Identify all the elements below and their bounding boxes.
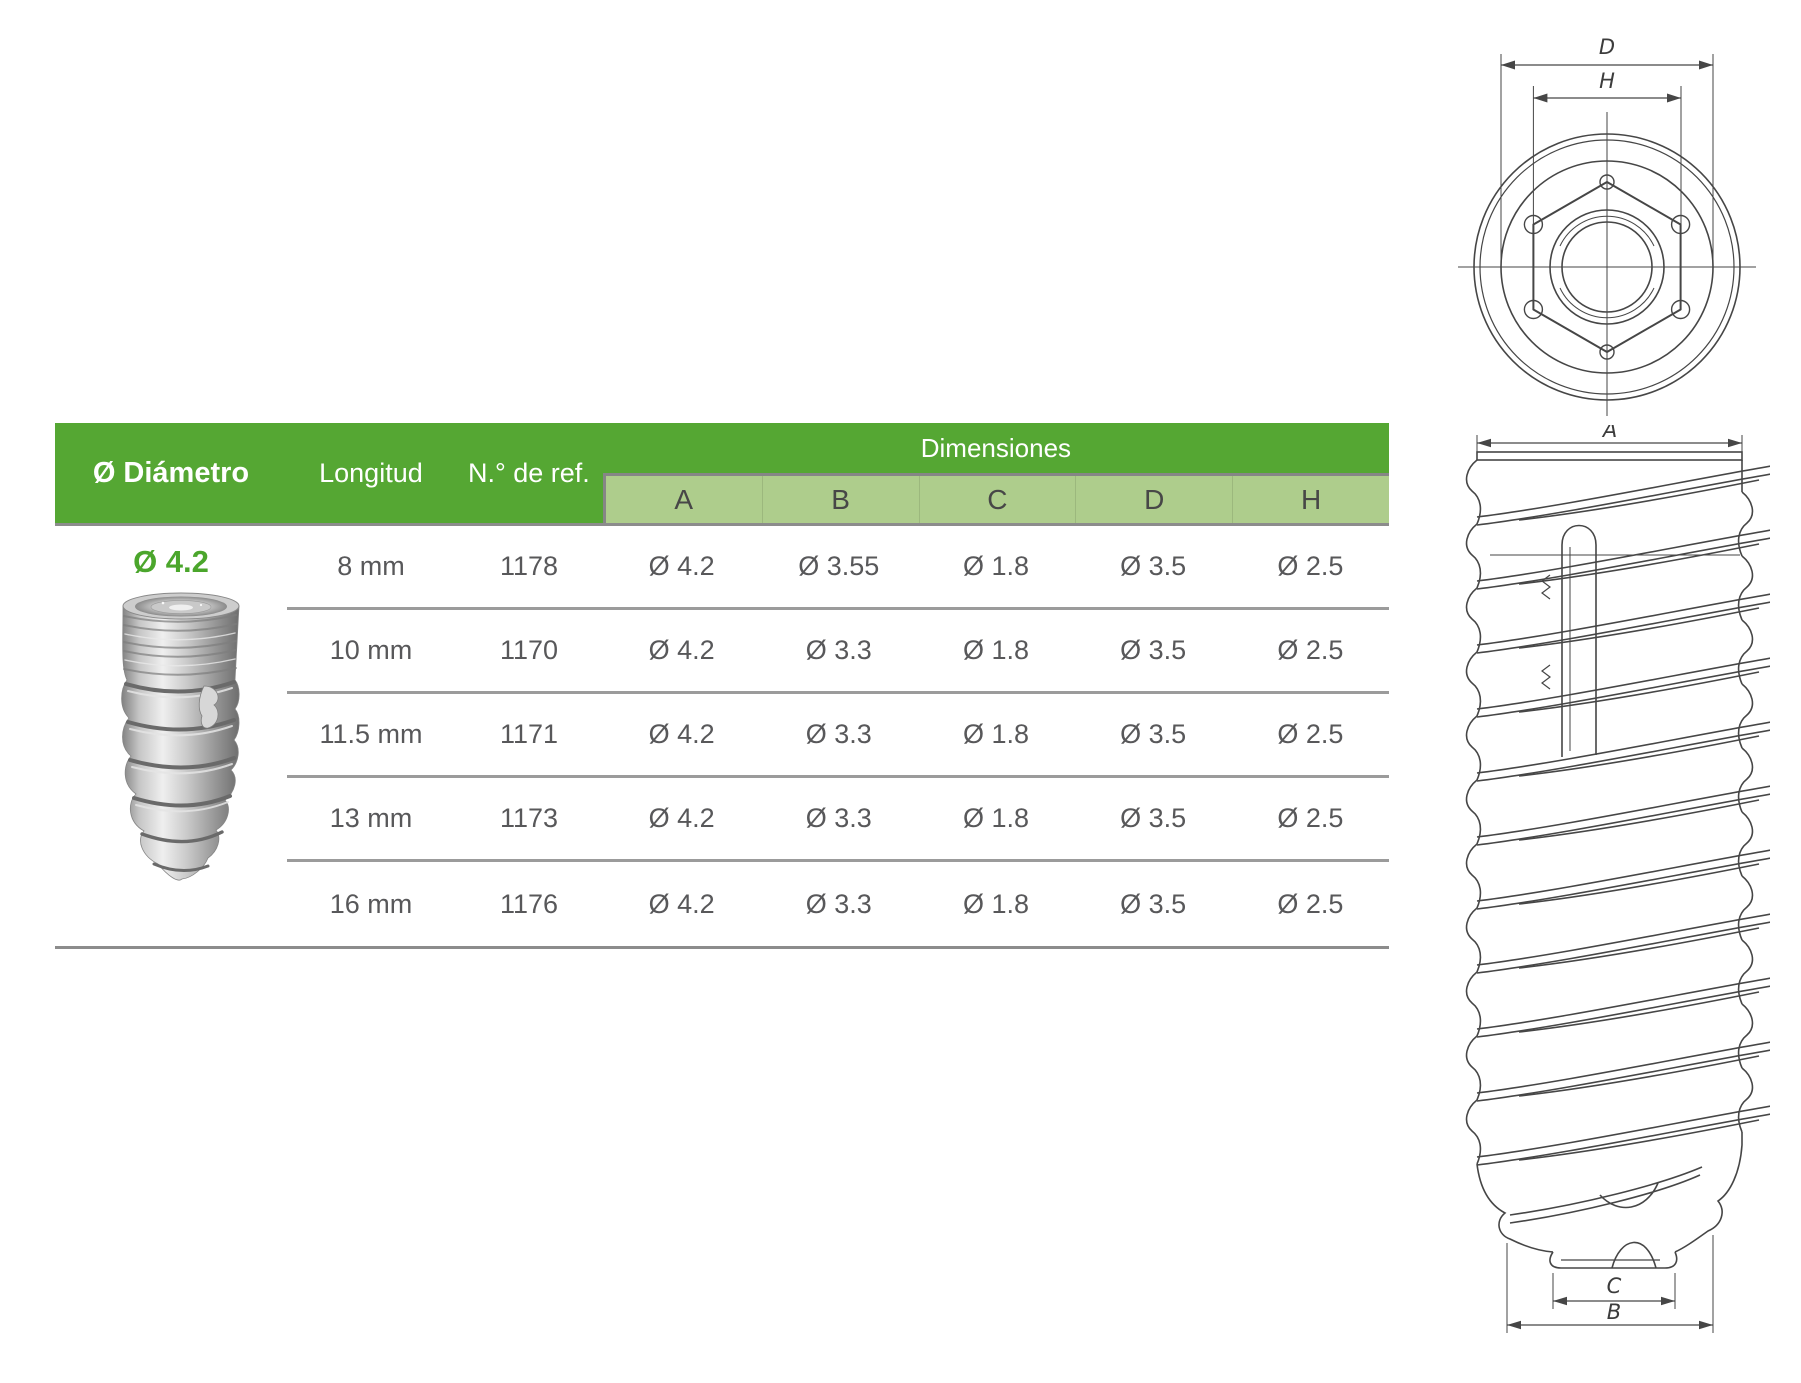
cell-dim-d: Ø 3.5 [1120, 888, 1187, 919]
header-length: Longitud [319, 457, 423, 488]
implant-top-view-drawing: D H [1458, 35, 1756, 416]
cell-dim-d: Ø 3.5 [1120, 719, 1187, 749]
table-row: 13 mm 1173 Ø 4.2 Ø 3.3 Ø 1.8 Ø 3.5 Ø 2.5 [286, 778, 1389, 862]
implant-photo [121, 592, 240, 881]
cell-length: 11.5 mm [319, 719, 423, 749]
header-dimensions-title: Dimensiones [920, 432, 1072, 463]
header-dim-d: D [1075, 476, 1232, 523]
cell-dim-c: Ø 1.8 [962, 719, 1029, 749]
implant-side-view-drawing: A C B [1465, 425, 1770, 1333]
cell-dim-h: Ø 2.5 [1277, 635, 1344, 665]
cell-dim-a: Ø 4.2 [648, 635, 715, 665]
cell-dim-b: Ø 3.3 [805, 803, 872, 833]
cell-dim-a: Ø 4.2 [648, 888, 715, 919]
cell-dim-d: Ø 3.5 [1120, 551, 1187, 581]
cell-dim-b: Ø 3.3 [805, 635, 872, 665]
cell-dim-d: Ø 3.5 [1120, 635, 1187, 665]
cell-length: 13 mm [329, 803, 413, 833]
table-row: 16 mm 1176 Ø 4.2 Ø 3.3 Ø 1.8 Ø 3.5 Ø 2.5 [287, 862, 1389, 946]
dim-c-label: C [1607, 1274, 1622, 1298]
table-rows: 8 mm 1178 Ø 4.2 Ø 3.55 Ø 1.8 Ø 3.5 Ø 2.5… [286, 526, 1389, 946]
cell-dim-d: Ø 3.5 [1120, 803, 1187, 833]
cell-dim-a: Ø 4.2 [648, 803, 715, 833]
spec-table: Ø Diámetro Longitud N.° de ref. Dimensio… [55, 423, 1389, 949]
cell-dim-h: Ø 2.5 [1277, 803, 1344, 833]
cell-dim-b: Ø 3.3 [805, 888, 872, 919]
dim-d-label: D [1599, 35, 1615, 59]
cell-dim-a: Ø 4.2 [648, 719, 715, 749]
cell-dim-c: Ø 1.8 [962, 551, 1029, 581]
cell-dim-b: Ø 3.3 [805, 719, 872, 749]
header-dim-a: A [674, 483, 694, 515]
cell-dim-a: Ø 4.2 [648, 551, 715, 581]
header-dim-b: B [761, 476, 919, 523]
table-body: Ø 4.2 [55, 526, 1389, 946]
product-diameter-label: Ø 4.2 [133, 544, 209, 579]
cell-ref: 1171 [499, 719, 559, 749]
cell-ref: 1170 [499, 635, 559, 665]
cell-dim-h: Ø 2.5 [1277, 719, 1344, 749]
cell-dim-h: Ø 2.5 [1277, 551, 1344, 581]
cell-ref: 1173 [499, 803, 559, 833]
header-dim-c: C [918, 476, 1076, 523]
cell-dim-c: Ø 1.8 [962, 635, 1029, 665]
header-diameter: Ø Diámetro [92, 456, 250, 489]
table-row: 8 mm 1178 Ø 4.2 Ø 3.55 Ø 1.8 Ø 3.5 Ø 2.5 [286, 526, 1389, 610]
table-bottom-rule [55, 946, 1389, 949]
header-dimension-columns: A B C D H [602, 473, 1389, 523]
cell-ref: 1176 [499, 888, 559, 919]
cell-dim-c: Ø 1.8 [962, 803, 1029, 833]
dim-a-label: A [1601, 425, 1617, 442]
cell-length: 10 mm [329, 635, 413, 665]
dim-h-label: H [1599, 69, 1615, 93]
table-row: 11.5 mm 1171 Ø 4.2 Ø 3.3 Ø 1.8 Ø 3.5 Ø 2… [286, 694, 1389, 778]
cell-dim-h: Ø 2.5 [1277, 888, 1344, 919]
cell-dim-b: Ø 3.55 [798, 551, 880, 581]
table-row: 10 mm 1170 Ø 4.2 Ø 3.3 Ø 1.8 Ø 3.5 Ø 2.5 [286, 610, 1389, 694]
cell-dim-c: Ø 1.8 [962, 888, 1029, 919]
dim-b-label: B [1607, 1300, 1621, 1324]
cell-length: 8 mm [337, 551, 405, 581]
table-header: Ø Diámetro Longitud N.° de ref. Dimensio… [55, 423, 1389, 526]
header-dim-h: H [1232, 476, 1389, 523]
header-dimensions-group: Dimensiones A B C D H [602, 423, 1389, 523]
cell-length: 16 mm [329, 888, 413, 919]
product-column: Ø 4.2 [55, 526, 287, 946]
cell-ref: 1178 [499, 551, 559, 581]
header-ref: N.° de ref. [467, 457, 590, 488]
